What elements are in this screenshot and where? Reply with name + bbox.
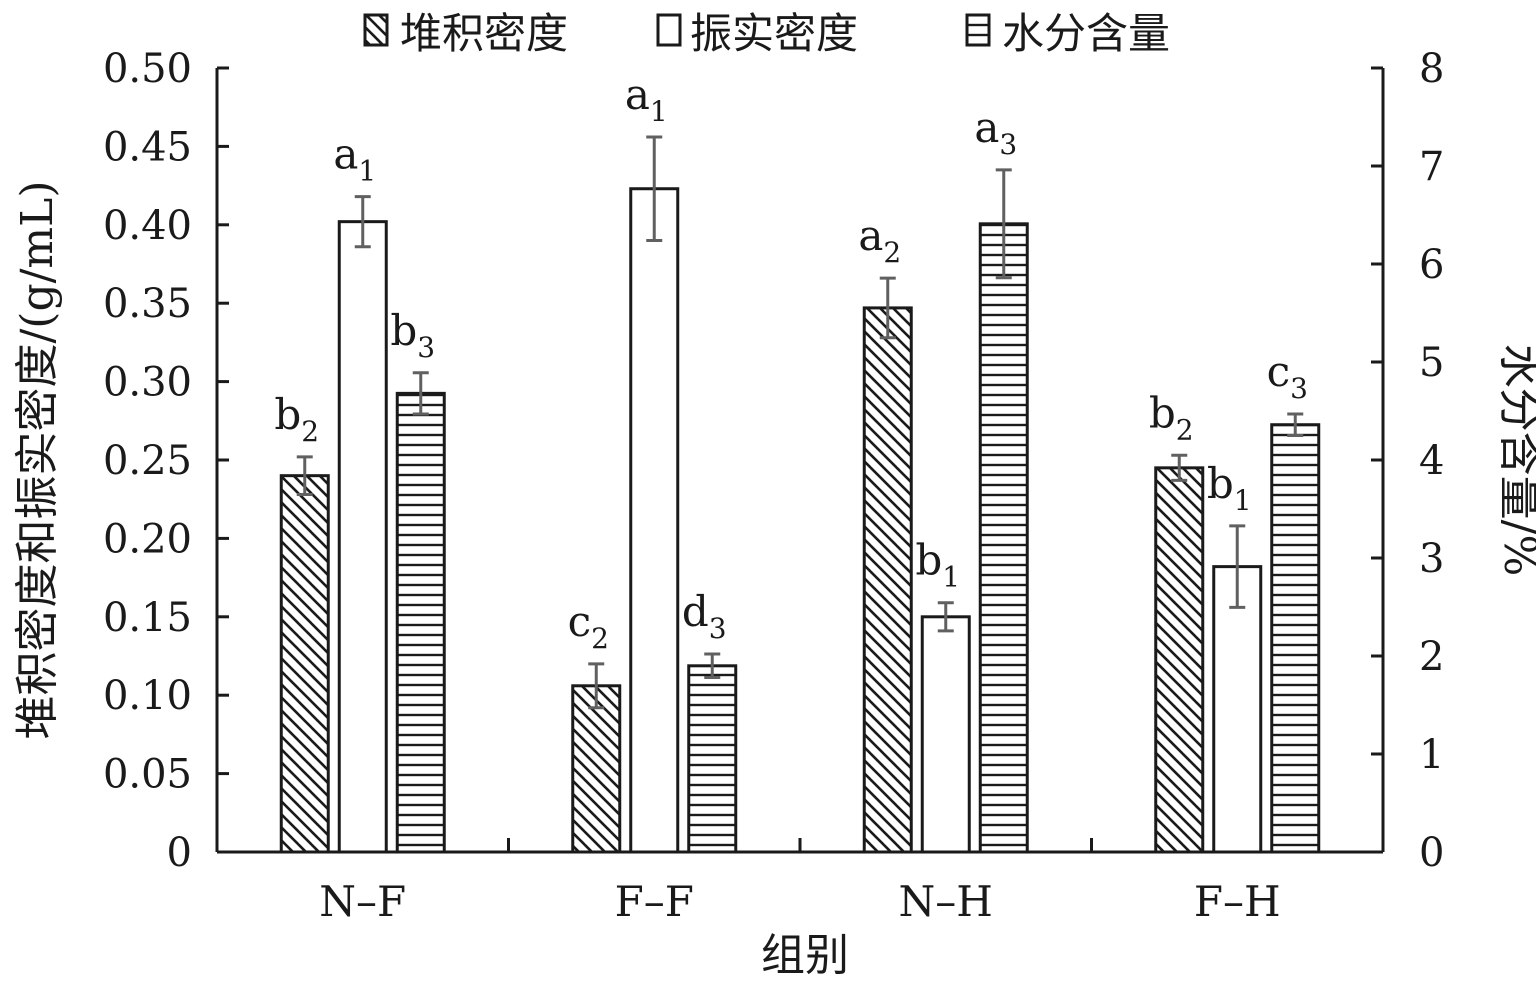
bar xyxy=(862,306,913,854)
significance-label: b2 xyxy=(274,390,319,448)
legend-label: 堆积密度 xyxy=(400,9,568,58)
significance-label: c2 xyxy=(568,597,609,655)
legend-item-bulk-density: 堆积密度 xyxy=(363,9,568,58)
significance-label: b2 xyxy=(1149,388,1194,446)
significance-label: b1 xyxy=(915,536,960,594)
y-tick-label-right: 1 xyxy=(1419,732,1444,778)
y-tick-label-left: 0.45 xyxy=(103,124,192,170)
y-tick-label-right: 0 xyxy=(1419,830,1444,876)
significance-label: d3 xyxy=(682,587,727,645)
legend-label: 振实密度 xyxy=(690,9,858,58)
bar xyxy=(920,615,971,854)
bar xyxy=(337,220,388,854)
bar xyxy=(279,474,330,854)
significance-label: b3 xyxy=(390,306,435,364)
y-tick-label-left: 0.15 xyxy=(103,595,192,641)
bar xyxy=(978,222,1029,854)
y-tick-label-right: 2 xyxy=(1419,634,1444,680)
legend-label: 水分含量 xyxy=(1002,9,1170,58)
axes: 0 0.05 0.10 0.15 0.20 0.25 0.30 0.35 0.40 0.45 0.5… xyxy=(103,46,1445,926)
x-tick-label: F–F xyxy=(615,877,694,926)
y-tick-label-left: 0.35 xyxy=(103,281,192,327)
x-tick-label: N–F xyxy=(319,877,406,926)
y-tick-label-left: 0.05 xyxy=(103,752,192,798)
y-tick-label-left: 0.30 xyxy=(103,360,192,406)
x-tick-label: N–H xyxy=(899,877,993,926)
legend-item-tap-density: 振实密度 xyxy=(656,9,858,58)
x-axis-title: 组别 xyxy=(761,930,849,981)
bar xyxy=(571,684,622,854)
y-tick-label-left: 0.25 xyxy=(103,438,192,484)
y-tick-label-right: 7 xyxy=(1419,144,1444,190)
error-bars xyxy=(296,135,1304,710)
legend: 堆积密度 振实密度 水分含量 xyxy=(363,9,1170,58)
legend-swatch-hatch xyxy=(363,13,389,47)
significance-label: b1 xyxy=(1207,459,1252,517)
bar xyxy=(1212,565,1263,854)
y-tick-label-left: 0.20 xyxy=(103,516,192,562)
legend-swatch-plain xyxy=(656,13,682,47)
legend-item-moisture: 水分含量 xyxy=(965,9,1170,58)
y-axis-title-right: 水分含量/% xyxy=(1494,344,1536,577)
y-tick-label-right: 5 xyxy=(1419,340,1444,386)
significance-label: a2 xyxy=(858,211,901,269)
y-tick-label-left: 0.50 xyxy=(103,46,192,92)
y-axis-title-left: 堆积密度和振实密度/(g/mL) xyxy=(12,180,63,739)
significance-label: a1 xyxy=(625,70,668,128)
significance-label: a1 xyxy=(333,130,376,188)
bar xyxy=(1270,423,1321,854)
significance-label: a3 xyxy=(974,103,1017,161)
bars xyxy=(279,187,1321,854)
y-tick-label-right: 3 xyxy=(1419,536,1444,582)
y-tick-label-left: 0.10 xyxy=(103,673,192,719)
y-tick-label-left: 0 xyxy=(167,830,192,876)
bar xyxy=(629,187,680,854)
significance-label: c3 xyxy=(1267,347,1308,405)
bar xyxy=(395,391,446,854)
bar xyxy=(687,664,738,854)
y-tick-label-right: 6 xyxy=(1419,242,1444,288)
x-tick-label: F–H xyxy=(1194,877,1281,926)
legend-swatch-lines xyxy=(965,13,991,47)
y-tick-label-right: 4 xyxy=(1419,438,1444,484)
y-tick-label-left: 0.40 xyxy=(103,203,192,249)
bar xyxy=(1154,466,1205,854)
y-tick-label-right: 8 xyxy=(1419,46,1444,92)
